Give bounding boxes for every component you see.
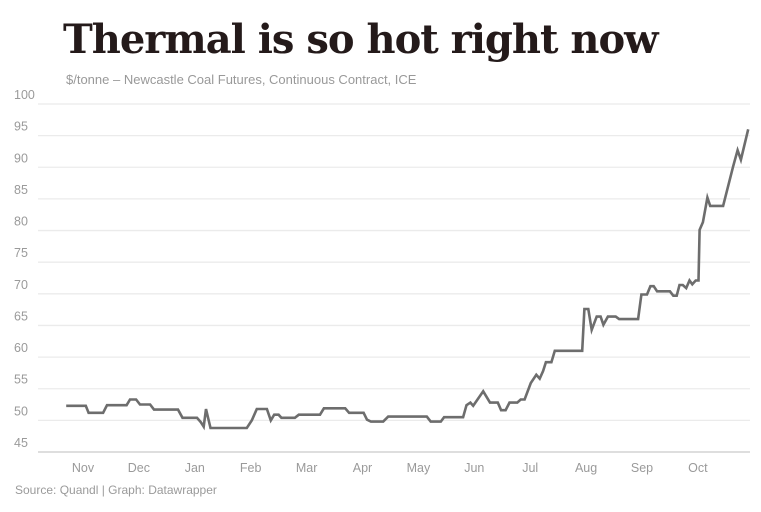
y-tick-label: 50 <box>14 404 28 418</box>
x-tick-label: Dec <box>128 461 150 475</box>
y-tick-label: 55 <box>14 373 28 387</box>
x-tick-label: Sep <box>631 461 653 475</box>
y-tick-label: 70 <box>14 278 28 292</box>
x-tick-label: Aug <box>575 461 597 475</box>
x-tick-label: Nov <box>72 461 95 475</box>
y-tick-label: 95 <box>14 120 28 134</box>
y-tick-label: 60 <box>14 341 28 355</box>
source-credit: Source: Quandl | Graph: Datawrapper <box>15 483 217 497</box>
y-tick-label: 80 <box>14 215 28 229</box>
x-tick-label: May <box>407 461 431 475</box>
y-tick-label: 45 <box>14 436 28 450</box>
x-tick-label: Oct <box>688 461 708 475</box>
y-tick-label: 75 <box>14 246 28 260</box>
price-line <box>66 128 750 431</box>
x-tick-label: Feb <box>240 461 262 475</box>
x-tick-label: Jan <box>185 461 205 475</box>
x-tick-label: Jul <box>522 461 538 475</box>
x-tick-label: Jun <box>464 461 484 475</box>
x-tick-label: Apr <box>353 461 372 475</box>
y-tick-label: 65 <box>14 309 28 323</box>
chart-subtitle: $/tonne – Newcastle Coal Futures, Contin… <box>66 72 417 87</box>
y-tick-label: 90 <box>14 151 28 165</box>
y-tick-label: 85 <box>14 183 28 197</box>
x-tick-label: Mar <box>296 461 318 475</box>
chart-title: Thermal is so hot right now <box>63 16 659 63</box>
y-tick-label: 100 <box>14 88 35 102</box>
